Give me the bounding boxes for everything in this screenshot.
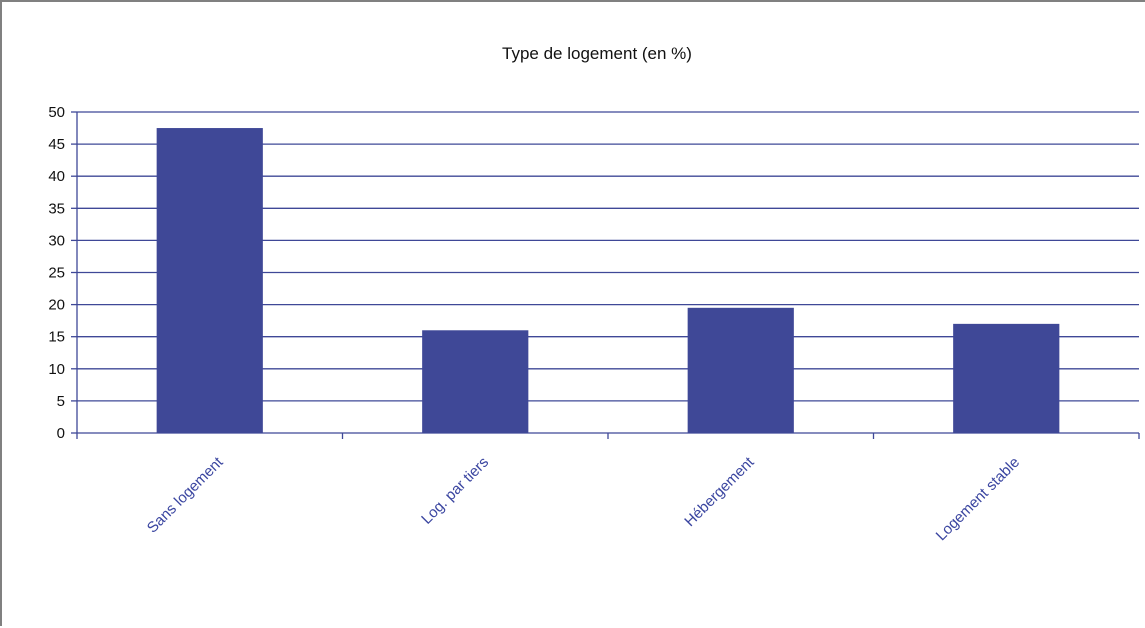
x-tick-labels: Sans logement Log. par tiers Hébergement Lo… [144,453,1023,544]
y-tick-label: 30 [48,232,65,249]
y-tick-labels: 0 5 10 15 20 25 30 35 40 45 50 [48,104,65,442]
bar-sans-logement [156,128,263,434]
x-tick-label: Logement stable [933,454,1023,544]
y-tick-label: 40 [48,168,65,185]
y-tick-label: 20 [48,297,65,314]
y-tick-label: 0 [57,425,65,442]
y-tick-label: 35 [48,200,65,217]
bar-log-par-tiers [422,330,529,433]
chart-title: Type de logement (en %) [502,44,692,63]
x-tick-label: Hébergement [681,453,758,530]
y-tick-label: 5 [57,393,65,410]
bars [156,128,1060,434]
y-tick-label: 50 [48,104,65,121]
bar-h-bergement [687,307,794,433]
x-tick-label: Log. par tiers [418,454,492,528]
axes [71,111,1140,439]
y-tick-label: 15 [48,329,65,346]
y-tick-label: 45 [48,136,65,153]
bar-logement-stable [953,323,1060,433]
x-tick-label: Sans logement [144,453,227,536]
y-tick-label: 25 [48,265,65,282]
y-tick-label: 10 [48,361,65,378]
